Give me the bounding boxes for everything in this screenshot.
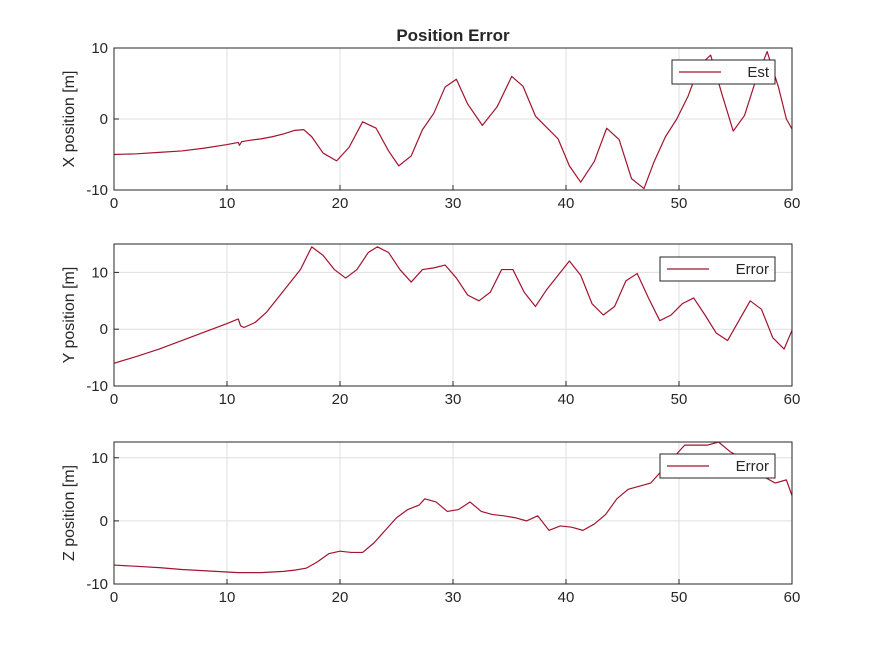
x-tick-label: 60 xyxy=(784,589,801,606)
x-tick-label: 60 xyxy=(784,195,801,212)
series-line-error xyxy=(114,442,792,574)
x-tick-label: 30 xyxy=(445,195,462,212)
y-tick-label: -10 xyxy=(86,378,108,395)
y-tick-label: 0 xyxy=(100,321,108,338)
x-tick-label: 40 xyxy=(558,195,575,212)
x-tick-label: 10 xyxy=(219,589,236,606)
y-axis-label: Z position [m] xyxy=(61,465,78,561)
y-tick-label: 0 xyxy=(100,111,108,128)
x-tick-label: 20 xyxy=(332,391,349,408)
x-tick-label: 50 xyxy=(671,391,688,408)
x-tick-label: 10 xyxy=(219,195,236,212)
x-tick-label: 40 xyxy=(558,589,575,606)
y-axis-label: Y position [m] xyxy=(61,267,78,364)
x-tick-label: 0 xyxy=(110,195,118,212)
x-tick-label: 20 xyxy=(332,195,349,212)
y-axis-label: X position [m] xyxy=(61,71,78,168)
x-tick-label: 30 xyxy=(445,391,462,408)
x-tick-label: 30 xyxy=(445,589,462,606)
y-tick-label: 10 xyxy=(91,264,108,281)
legend-label: Error xyxy=(736,261,769,278)
legend-label: Est xyxy=(747,64,770,81)
chart-title: Position Error xyxy=(396,26,510,45)
y-tick-label: 10 xyxy=(91,450,108,467)
y-tick-label: -10 xyxy=(86,182,108,199)
x-tick-label: 0 xyxy=(110,589,118,606)
legend: Est xyxy=(671,59,776,85)
legend-label: Error xyxy=(736,458,769,475)
x-tick-label: 50 xyxy=(671,589,688,606)
y-tick-label: 10 xyxy=(91,40,108,57)
series-line-error xyxy=(114,246,792,364)
y-tick-label: -10 xyxy=(86,576,108,593)
x-tick-label: 0 xyxy=(110,391,118,408)
x-tick-label: 20 xyxy=(332,589,349,606)
x-tick-label: 50 xyxy=(671,195,688,212)
y-tick-label: 0 xyxy=(100,513,108,530)
x-tick-label: 40 xyxy=(558,391,575,408)
legend: Error xyxy=(659,256,776,282)
x-tick-label: 10 xyxy=(219,391,236,408)
x-tick-label: 60 xyxy=(784,391,801,408)
legend: Error xyxy=(659,453,776,479)
